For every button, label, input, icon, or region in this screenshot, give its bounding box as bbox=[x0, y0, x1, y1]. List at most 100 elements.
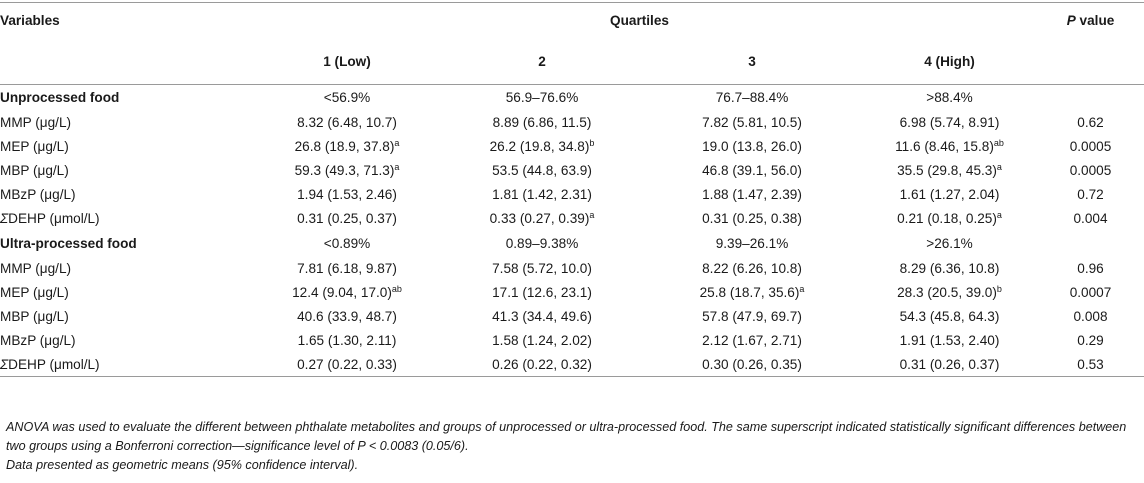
group-row: Ultra-processed food <0.89% 0.89–9.38% 9.39… bbox=[0, 231, 1144, 257]
value-cell: 0.30 (0.26, 0.35) bbox=[642, 352, 862, 377]
geometric-mean-ci: 28.3 (20.5, 39.0) bbox=[897, 285, 997, 300]
p-value-cell: 0.72 bbox=[1077, 187, 1104, 202]
value-cell: 0.33 (0.27, 0.39)a bbox=[442, 207, 642, 231]
value-cell: 1.94 (1.53, 2.46) bbox=[242, 183, 442, 207]
variable-label: ΣDEHP (μmol/L) bbox=[0, 207, 242, 231]
value-cell: 0.26 (0.22, 0.32) bbox=[442, 352, 642, 377]
value-cell: 26.2 (19.8, 34.8)b bbox=[442, 135, 642, 159]
geometric-mean-ci: 0.27 (0.22, 0.33) bbox=[297, 356, 397, 372]
geometric-mean-ci: 1.81 (1.42, 2.31) bbox=[492, 187, 592, 202]
variables-header: Variables bbox=[0, 2, 242, 39]
table-footnotes: ANOVA was used to evaluate the different… bbox=[6, 418, 1138, 475]
geometric-mean-ci: 35.5 (29.8, 45.3) bbox=[897, 163, 997, 178]
empty-header-cell bbox=[0, 38, 242, 85]
value-cell: 59.3 (49.3, 71.3)a bbox=[242, 159, 442, 183]
geometric-mean-ci: 40.6 (33.9, 48.7) bbox=[297, 309, 397, 324]
geometric-mean-ci: 59.3 (49.3, 71.3) bbox=[294, 163, 395, 178]
quartile-range: <0.89% bbox=[323, 236, 371, 251]
value-cell: 0.31 (0.25, 0.38) bbox=[642, 207, 862, 231]
geometric-mean-ci: 1.94 (1.53, 2.46) bbox=[297, 187, 397, 202]
geometric-mean-ci: 0.21 (0.18, 0.25) bbox=[897, 211, 997, 226]
value-cell: 8.89 (6.86, 11.5) bbox=[442, 111, 642, 135]
variable-name: MMP (μg/L) bbox=[0, 115, 72, 130]
empty-p-header-cell bbox=[1037, 38, 1144, 85]
variable-label: ΣDEHP (μmol/L) bbox=[0, 352, 242, 377]
p-value-header: P value bbox=[1037, 2, 1144, 39]
p-value-cell: 0.004 bbox=[1073, 211, 1108, 226]
value-cell: 6.98 (5.74, 8.91) bbox=[862, 111, 1037, 135]
value-cell: 1.81 (1.42, 2.31) bbox=[442, 183, 642, 207]
p-value-cell: 0.29 bbox=[1077, 333, 1104, 348]
quartile-range: <56.9% bbox=[323, 90, 371, 106]
geometric-mean-ci: 8.22 (6.26, 10.8) bbox=[702, 261, 802, 276]
variable-name: MBP (μg/L) bbox=[0, 309, 69, 324]
value-cell: 1.65 (1.30, 2.11) bbox=[242, 329, 442, 353]
quartile-range: 9.39–26.1% bbox=[715, 236, 789, 251]
geometric-mean-ci: 57.8 (47.9, 69.7) bbox=[702, 309, 802, 324]
table-row: MEP (μg/L) 12.4 (9.04, 17.0)ab 17.1 (12.6,… bbox=[0, 281, 1144, 305]
geometric-mean-ci: 8.29 (6.36, 10.8) bbox=[899, 261, 1000, 276]
quartile-range: 56.9–76.6% bbox=[505, 90, 579, 106]
p-value-cell: 0.008 bbox=[1073, 309, 1108, 324]
geometric-mean-ci: 7.81 (6.18, 9.87) bbox=[297, 261, 397, 276]
value-cell: 1.91 (1.53, 2.40) bbox=[862, 329, 1037, 353]
value-cell: 7.82 (5.81, 10.5) bbox=[642, 111, 862, 135]
geometric-mean-ci: 53.5 (44.8, 63.9) bbox=[492, 163, 592, 178]
group-row: Unprocessed food <56.9% 56.9–76.6% 76.7–88.… bbox=[0, 85, 1144, 111]
value-cell: 0.21 (0.18, 0.25)a bbox=[862, 207, 1037, 231]
empty-cell bbox=[1037, 85, 1144, 111]
significance-superscript: a bbox=[996, 162, 1002, 172]
table-row: ΣDEHP (μmol/L) 0.31 (0.25, 0.37) 0.33 (0.2… bbox=[0, 207, 1144, 231]
value-cell: 8.29 (6.36, 10.8) bbox=[862, 257, 1037, 281]
variable-name: DEHP (μmol/L) bbox=[8, 211, 100, 226]
value-cell: 1.88 (1.47, 2.39) bbox=[642, 183, 862, 207]
geometric-mean-ci: 1.88 (1.47, 2.39) bbox=[702, 187, 802, 202]
quartile-1-header: 1 (Low) bbox=[242, 38, 442, 85]
group-title: Unprocessed food bbox=[0, 90, 120, 106]
geometric-mean-ci: 0.31 (0.26, 0.37) bbox=[899, 356, 1000, 372]
value-cell: 7.81 (6.18, 9.87) bbox=[242, 257, 442, 281]
table-row: MEP (μg/L) 26.8 (18.9, 37.8)a 26.2 (19.8, … bbox=[0, 135, 1144, 159]
value-cell: 17.1 (12.6, 23.1) bbox=[442, 281, 642, 305]
value-cell: 11.6 (8.46, 15.8)ab bbox=[862, 135, 1037, 159]
significance-superscript: a bbox=[799, 284, 805, 294]
geometric-mean-ci: 12.4 (9.04, 17.0) bbox=[292, 285, 392, 300]
value-cell: 35.5 (29.8, 45.3)a bbox=[862, 159, 1037, 183]
geometric-mean-ci: 0.26 (0.22, 0.32) bbox=[492, 356, 592, 372]
variable-label: MMP (μg/L) bbox=[0, 257, 242, 281]
sigma-symbol: Σ bbox=[0, 356, 9, 372]
value-cell: 40.6 (33.9, 48.7) bbox=[242, 305, 442, 329]
geometric-mean-ci: 1.91 (1.53, 2.40) bbox=[899, 333, 1000, 348]
table-body: Unprocessed food <56.9% 56.9–76.6% 76.7–88.… bbox=[0, 85, 1144, 377]
geometric-mean-ci: 11.6 (8.46, 15.8) bbox=[895, 139, 994, 154]
p-value-cell: 0.0005 bbox=[1069, 139, 1112, 154]
quartiles-header: Quartiles bbox=[242, 2, 1037, 39]
geometric-mean-ci: 1.58 (1.24, 2.02) bbox=[492, 333, 592, 348]
value-cell: 0.31 (0.25, 0.37) bbox=[242, 207, 442, 231]
significance-superscript: ab bbox=[391, 284, 402, 294]
header-row-top: Variables Quartiles P value bbox=[0, 2, 1144, 39]
geometric-mean-ci: 8.89 (6.86, 11.5) bbox=[492, 115, 592, 130]
variable-name: MEP (μg/L) bbox=[0, 139, 69, 154]
table-row: MMP (μg/L) 7.81 (6.18, 9.87) 7.58 (5.72, 1… bbox=[0, 257, 1144, 281]
sigma-symbol: Σ bbox=[0, 211, 9, 226]
table-row: MBzP (μg/L) 1.94 (1.53, 2.46) 1.81 (1.42, … bbox=[0, 183, 1144, 207]
p-value-suffix: value bbox=[1075, 13, 1115, 29]
variable-name: DEHP (μmol/L) bbox=[8, 356, 100, 372]
significance-superscript: ab bbox=[993, 138, 1004, 148]
value-cell: 28.3 (20.5, 39.0)b bbox=[862, 281, 1037, 305]
value-cell: 8.32 (6.48, 10.7) bbox=[242, 111, 442, 135]
value-cell: 54.3 (45.8, 64.3) bbox=[862, 305, 1037, 329]
quartile-range: 0.89–9.38% bbox=[505, 236, 579, 251]
quartile-2-header: 2 bbox=[442, 38, 642, 85]
geometric-mean-ci: 0.30 (0.26, 0.35) bbox=[702, 356, 802, 372]
geometric-mean-ci: 7.58 (5.72, 10.0) bbox=[492, 261, 592, 276]
significance-superscript: a bbox=[589, 210, 595, 220]
geometric-mean-ci: 25.8 (18.7, 35.6) bbox=[699, 285, 800, 300]
variable-label: MBzP (μg/L) bbox=[0, 329, 242, 353]
variable-name: MBzP (μg/L) bbox=[0, 333, 76, 348]
p-value-cell: 0.62 bbox=[1077, 115, 1104, 130]
variable-label: MBzP (μg/L) bbox=[0, 183, 242, 207]
quartile-3-header: 3 bbox=[642, 38, 862, 85]
geometric-mean-ci: 0.31 (0.25, 0.37) bbox=[297, 211, 397, 226]
